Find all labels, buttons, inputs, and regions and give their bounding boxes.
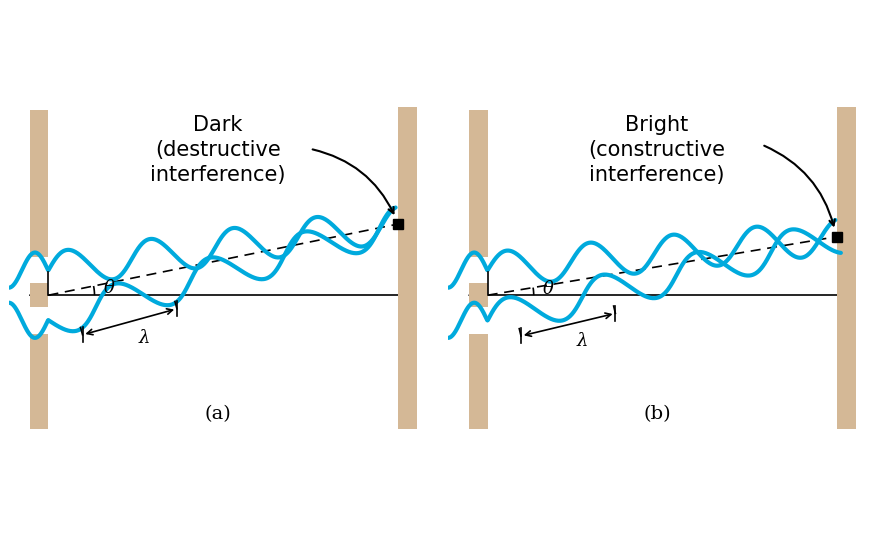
Bar [398,107,416,429]
Bar [837,107,856,429]
Bar [469,334,487,429]
Text: Bright
(constructive
interference): Bright (constructive interference) [589,115,725,185]
Bar [30,110,48,257]
Text: θ: θ [103,279,115,297]
Bar [469,110,487,257]
Bar [469,284,487,307]
Text: θ: θ [542,280,554,298]
Text: λ: λ [139,329,150,347]
Text: Dark
(destructive
interference): Dark (destructive interference) [150,115,285,185]
Bar [30,334,48,429]
Bar [30,284,48,307]
Text: (b): (b) [643,405,671,423]
Text: λ: λ [577,332,588,350]
Text: (a): (a) [205,405,231,423]
